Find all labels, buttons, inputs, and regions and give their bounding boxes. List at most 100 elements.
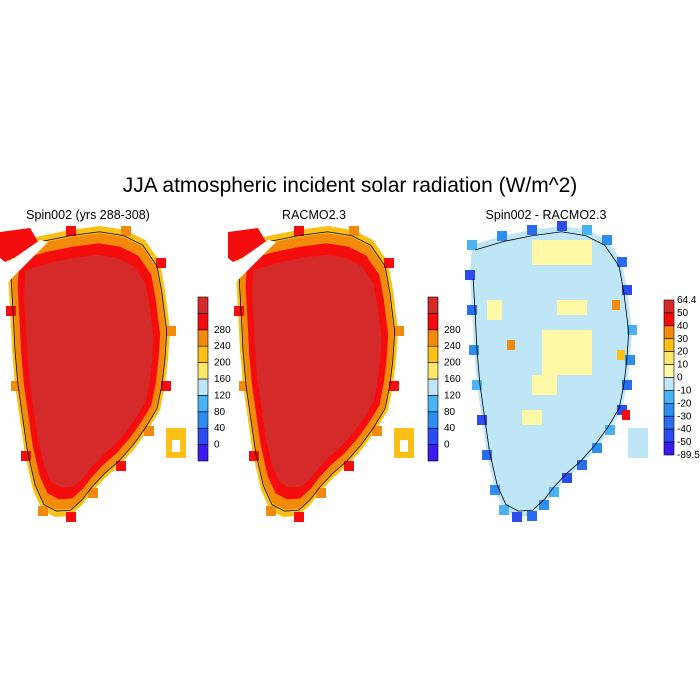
colorbar-tick-label: 40: [214, 423, 226, 434]
edge-cell: [116, 461, 126, 471]
positive-anomaly-cell: [487, 300, 502, 320]
colorbar-tick-label: 20: [677, 347, 689, 358]
negative-anomaly-cell: [627, 325, 637, 335]
colorbar-swatch: [663, 403, 675, 417]
colorbar-tick-label: 0: [677, 373, 683, 384]
colorbar-tick-label: 40: [677, 321, 689, 332]
colorbar-swatch: [427, 444, 439, 462]
edge-cell: [21, 451, 31, 461]
negative-anomaly-cell: [605, 425, 615, 435]
negative-anomaly-cell: [527, 225, 537, 235]
colorbar-swatch: [197, 411, 209, 429]
colorbar-tick-label: -40: [677, 424, 692, 435]
colorbar-tick-label: -50: [677, 437, 692, 448]
colorbar-swatch: [197, 329, 209, 347]
colorbar-tick-label: 40: [444, 423, 456, 434]
positive-anomaly-cell: [507, 340, 515, 350]
colorbar-swatch: [427, 395, 439, 413]
colorbar-swatch: [427, 378, 439, 396]
negative-anomaly-cell: [557, 221, 567, 231]
edge-cell: [11, 381, 21, 391]
colorbar-swatch: [663, 390, 675, 404]
edge-cell: [316, 488, 326, 498]
colorbar-spin002: 0 40 80 120 160 200 240 280: [197, 296, 231, 462]
colorbar-swatch: [427, 362, 439, 380]
colorbar-tick-label: 200: [444, 358, 461, 369]
negative-anomaly-cell: [577, 460, 587, 470]
iceland-gap: [400, 440, 408, 452]
negative-anomaly-cell: [592, 443, 602, 453]
map-difference: [465, 221, 648, 522]
colorbar-tick-label: 200: [214, 358, 231, 369]
colorbar-swatch: [197, 378, 209, 396]
edge-cell: [66, 512, 76, 522]
negative-anomaly-cell: [467, 240, 477, 250]
negative-anomaly-cell: [482, 450, 492, 460]
iceland-fragment: [628, 428, 648, 458]
negative-anomaly-cell: [499, 505, 509, 515]
colorbar-tick-label: 64.4: [677, 295, 697, 306]
colorbar-swatch: [663, 312, 675, 327]
colorbar-tick-label: -89.5: [677, 450, 700, 461]
colorbar-swatch: [663, 325, 675, 340]
canada-region: [0, 228, 40, 262]
edge-cell: [6, 306, 16, 316]
edge-cell: [266, 506, 276, 516]
colorbar-swatch: [663, 377, 675, 391]
negative-anomaly-cell: [467, 305, 477, 315]
edge-cell: [394, 326, 404, 336]
colorbar-tick-label: 280: [444, 325, 461, 336]
negative-anomaly-cell: [539, 500, 549, 510]
colorbar-racmo: 0 40 80 120 160 200 240 280: [427, 296, 461, 462]
colorbar-tick-label: -20: [677, 398, 692, 409]
colorbar-swatch: [427, 296, 439, 314]
negative-anomaly-cell: [512, 512, 522, 522]
edge-cell: [389, 381, 399, 391]
positive-anomaly-cell: [617, 350, 625, 360]
coastline: [238, 231, 396, 512]
edge-cell: [239, 381, 249, 391]
colorbar-tick-label: 80: [214, 407, 226, 418]
colorbar-swatch: [427, 411, 439, 429]
interior-region: [252, 254, 382, 488]
negative-anomaly-cell: [477, 415, 487, 425]
colorbar-difference: 64.4 50 40 30 20 10 0-10 -20 -30 -40 -50 -89.5: [663, 295, 700, 461]
negative-anomaly-cell: [617, 257, 627, 267]
negative-anomaly-cell: [622, 380, 632, 390]
canada-region: [228, 228, 268, 262]
map-racmo: [228, 226, 414, 522]
colorbar-swatch: [197, 395, 209, 413]
colorbar-tick-label: -30: [677, 411, 692, 422]
colorbar-tick-label: 50: [677, 308, 689, 319]
colorbar-swatch: [663, 299, 675, 314]
edge-cell: [121, 226, 131, 236]
colorbar-swatch: [663, 428, 675, 443]
negative-anomaly-cell: [472, 380, 482, 390]
negative-anomaly-cell: [582, 225, 592, 235]
strait-gap: [0, 240, 48, 285]
colorbar-swatch: [427, 313, 439, 331]
edge-cell: [344, 461, 354, 471]
colorbar-swatch: [427, 345, 439, 363]
edge-cell: [249, 451, 259, 461]
edge-cell: [66, 226, 76, 236]
colorbar-swatch: [427, 427, 439, 445]
edge-cell: [294, 226, 304, 236]
colorbar-swatch: [197, 345, 209, 363]
interior-region: [24, 254, 154, 488]
colorbar-swatch: [427, 329, 439, 347]
colorbar-swatch: [197, 296, 209, 314]
colorbar-tick-label: 240: [214, 341, 231, 352]
edge-cell: [349, 226, 359, 236]
colorbar-swatch: [663, 415, 675, 430]
colorbar-tick-label: 120: [444, 390, 461, 401]
colorbar-tick-label: -10: [677, 385, 692, 396]
edge-cell: [234, 306, 244, 316]
colorbar-tick-label: 80: [444, 407, 456, 418]
positive-anomaly-cell: [532, 375, 557, 395]
colorbar-tick-label: 280: [214, 325, 231, 336]
positive-anomaly-cell: [612, 300, 620, 310]
colorbar-swatch: [197, 313, 209, 331]
